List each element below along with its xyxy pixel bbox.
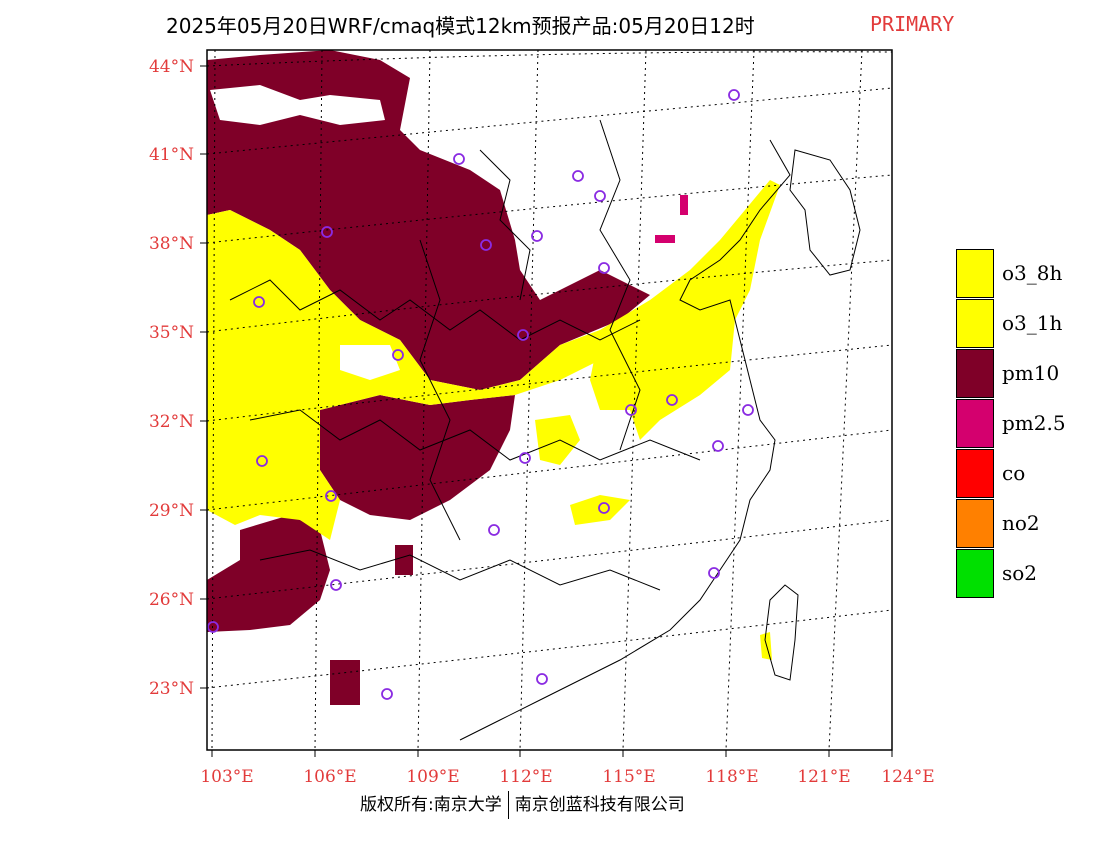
map-frame bbox=[206, 49, 893, 751]
lat-label: 26°N bbox=[149, 590, 194, 610]
copyright-right: 南京创蓝科技有限公司 bbox=[514, 795, 685, 815]
station-marker bbox=[321, 226, 333, 238]
lat-label: 44°N bbox=[149, 57, 194, 77]
legend-swatch bbox=[956, 349, 994, 398]
pm10-patch-south bbox=[330, 660, 360, 705]
station-marker bbox=[666, 394, 678, 406]
lon-label: 118°E bbox=[705, 767, 758, 787]
north-pm10 bbox=[207, 50, 650, 390]
korea-outline bbox=[789, 149, 861, 276]
legend-label: pm10 bbox=[1002, 361, 1060, 385]
legend-label: no2 bbox=[1002, 511, 1040, 535]
primary-pollutant-tag: PRIMARY bbox=[870, 12, 955, 36]
lat-label: 29°N bbox=[149, 501, 194, 521]
taiwan-outline bbox=[764, 584, 799, 681]
legend-swatch bbox=[956, 549, 994, 598]
station-marker bbox=[207, 621, 219, 633]
lat-label: 38°N bbox=[149, 234, 194, 254]
legend-swatch bbox=[956, 449, 994, 498]
longitude-labels: 103°E 106°E 109°E 112°E 115°E 118°E 121°… bbox=[200, 767, 934, 787]
legend-item: o3_8h bbox=[956, 249, 1096, 299]
west-o3 bbox=[207, 210, 600, 540]
legend-label: co bbox=[1002, 461, 1026, 485]
station-marker bbox=[598, 262, 610, 274]
coastline bbox=[459, 139, 791, 741]
station-marker bbox=[519, 452, 531, 464]
gridlines bbox=[206, 49, 893, 751]
west-o3-hole bbox=[340, 345, 400, 380]
station-marker bbox=[488, 524, 500, 536]
station-marker bbox=[594, 190, 606, 202]
pollutant-legend: o3_8h o3_1h pm10 pm2.5 co no2 so2 bbox=[956, 249, 1096, 599]
province-boundaries bbox=[229, 119, 701, 591]
station-marker bbox=[480, 239, 492, 251]
legend-item: so2 bbox=[956, 549, 1096, 599]
lon-label: 124°E bbox=[881, 767, 934, 787]
lon-label: 121°E bbox=[797, 767, 850, 787]
lat-label: 32°N bbox=[149, 412, 194, 432]
station-marker bbox=[256, 455, 268, 467]
lat-label: 23°N bbox=[149, 679, 194, 699]
copyright-separator bbox=[507, 791, 509, 819]
legend-item: no2 bbox=[956, 499, 1096, 549]
pollution-regions bbox=[207, 50, 780, 705]
legend-label: o3_8h bbox=[1002, 261, 1063, 285]
lon-label: 109°E bbox=[406, 767, 459, 787]
copyright-footer: 版权所有:南京大学 南京创蓝科技有限公司 bbox=[360, 790, 685, 819]
station-marker bbox=[253, 296, 265, 308]
bohai-pm25 bbox=[655, 235, 675, 243]
mid-o3 bbox=[535, 415, 580, 465]
station-marker bbox=[330, 579, 342, 591]
station-marker bbox=[325, 490, 337, 502]
map-title: 2025年05月20日WRF/cmaq模式12km预报产品:05月20日12时 bbox=[166, 14, 755, 38]
station-marker bbox=[381, 688, 393, 700]
legend-swatch bbox=[956, 299, 994, 348]
southwest-pm10 bbox=[207, 515, 330, 632]
legend-swatch bbox=[956, 499, 994, 548]
legend-swatch bbox=[956, 399, 994, 448]
pm25-patch bbox=[680, 195, 688, 215]
north-pm10-hole bbox=[210, 85, 385, 125]
legend-label: pm2.5 bbox=[1002, 411, 1066, 435]
tick-marks bbox=[200, 65, 893, 757]
east-o3 bbox=[590, 180, 780, 440]
station-marker bbox=[708, 567, 720, 579]
station-marker bbox=[712, 440, 724, 452]
station-marker bbox=[392, 349, 404, 361]
lat-label: 35°N bbox=[149, 323, 194, 343]
station-marker bbox=[728, 89, 740, 101]
legend-item: o3_1h bbox=[956, 299, 1096, 349]
station-marker bbox=[572, 170, 584, 182]
legend-item: pm10 bbox=[956, 349, 1096, 399]
lon-label: 106°E bbox=[303, 767, 356, 787]
legend-label: o3_1h bbox=[1002, 311, 1063, 335]
station-markers bbox=[207, 89, 754, 700]
legend-item: pm2.5 bbox=[956, 399, 1096, 449]
copyright-left: 版权所有:南京大学 bbox=[360, 795, 502, 815]
station-marker bbox=[531, 230, 543, 242]
legend-label: so2 bbox=[1002, 561, 1038, 585]
legend-item: co bbox=[956, 449, 1096, 499]
lon-label: 103°E bbox=[200, 767, 253, 787]
station-marker bbox=[536, 673, 548, 685]
legend-swatch bbox=[956, 249, 994, 298]
station-marker bbox=[598, 502, 610, 514]
latitude-labels: 44°N 41°N 38°N 35°N 32°N 29°N 26°N 23°N bbox=[149, 57, 194, 699]
lat-label: 41°N bbox=[149, 145, 194, 165]
central-pm10 bbox=[320, 395, 515, 520]
station-marker bbox=[453, 153, 465, 165]
station-marker bbox=[517, 329, 529, 341]
pm10-patch bbox=[395, 545, 413, 575]
station-marker bbox=[625, 404, 637, 416]
lon-label: 112°E bbox=[499, 767, 552, 787]
lon-label: 115°E bbox=[602, 767, 655, 787]
station-marker bbox=[742, 404, 754, 416]
